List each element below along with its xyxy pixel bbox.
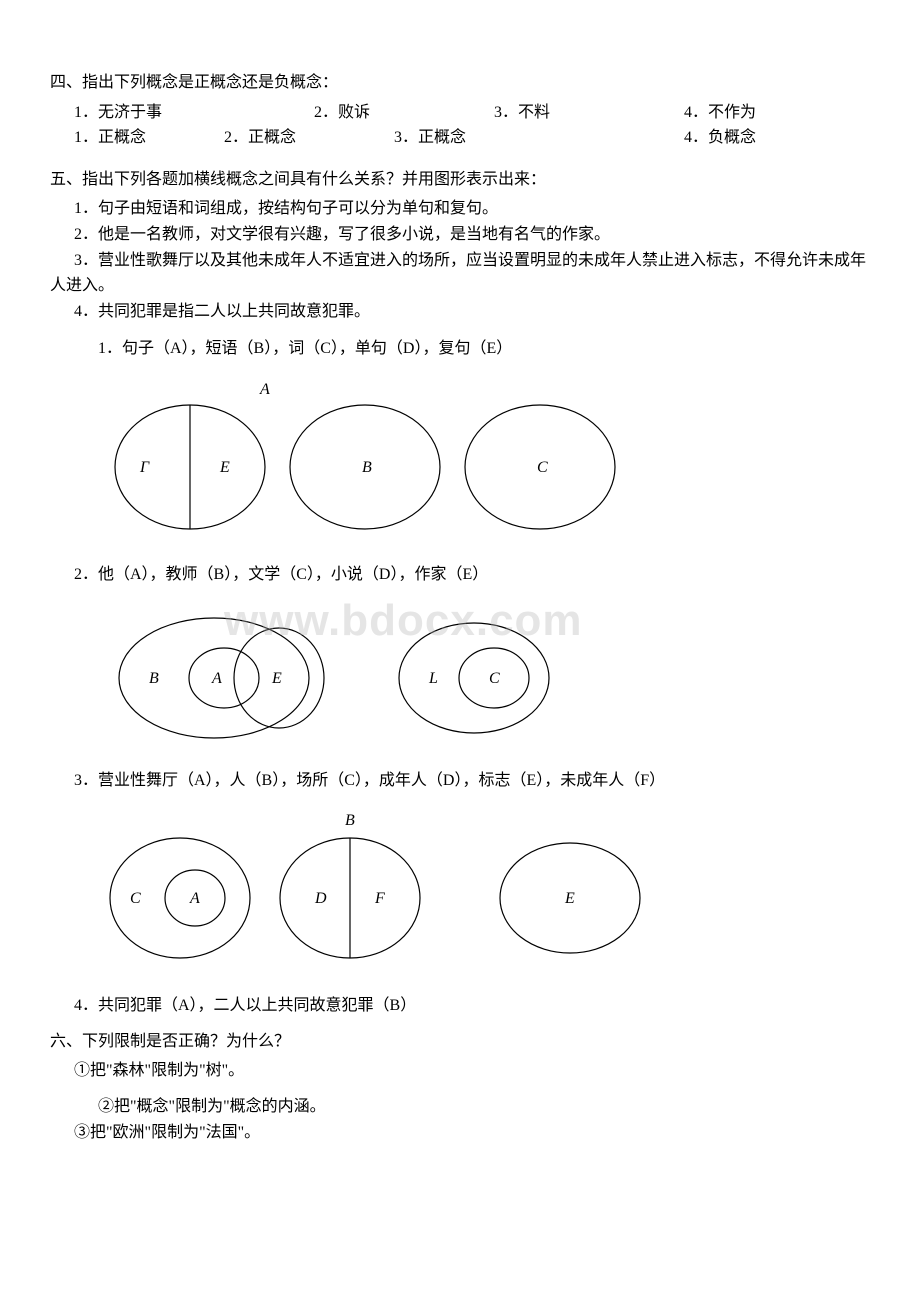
q5-sub-3-text: 3．营业性歌舞厅以及其他未成年人不适宜进入的场所，应当设置明显的未成年人禁止进入…	[50, 252, 866, 295]
q4-ans-3: 3．正概念	[394, 125, 684, 151]
svg-text:A: A	[211, 670, 222, 687]
svg-text:C: C	[489, 670, 500, 687]
q6-item-1: ①把"森林"限制为"树"。	[50, 1058, 870, 1084]
q6-item-3: ③把"欧洲"限制为"法国"。	[50, 1120, 870, 1146]
q6-title: 六、下列限制是否正确？为什么？	[50, 1029, 870, 1055]
q4-ans-4: 4．负概念	[684, 125, 756, 151]
svg-text:C: C	[130, 890, 141, 907]
q5-a1-label: 1．句子（A），短语（B），词（C），单句（D），复句（E）	[50, 336, 870, 362]
svg-text:B: B	[362, 459, 372, 476]
q5-a2-block: 2．他（A），教师（B），文学（C），小说（D），作家（E） www.bdocx…	[50, 562, 870, 748]
q5-sub-4: 4．共同犯罪是指二人以上共同故意犯罪。	[50, 299, 870, 325]
q5-sub-3: 3．营业性歌舞厅以及其他未成年人不适宜进入的场所，应当设置明显的未成年人禁止进入…	[50, 248, 870, 299]
svg-text:Γ: Γ	[139, 459, 150, 476]
q6-item-2: ②把"概念"限制为"概念的内涵。	[50, 1094, 870, 1120]
venn-diagram-1: A Γ E B C	[90, 372, 650, 542]
svg-text:B: B	[149, 670, 159, 687]
section-4: 四、指出下列概念是正概念还是负概念： 1．无济于事 2．败诉 3．不料 4．不作…	[50, 70, 870, 151]
q4-item-3: 3．不料	[494, 100, 684, 126]
svg-text:F: F	[374, 890, 385, 907]
svg-text:A: A	[259, 381, 270, 398]
venn-diagram-2: BAELC	[94, 598, 614, 748]
q4-ans-2: 2．正概念	[224, 125, 394, 151]
svg-text:E: E	[219, 459, 230, 476]
q5-a2-label: 2．他（A），教师（B），文学（C），小说（D），作家（E）	[74, 562, 870, 588]
q4-title: 四、指出下列概念是正概念还是负概念：	[50, 70, 870, 96]
q5-a3-diagram: B C A D F E	[90, 803, 870, 973]
q5-a4-label: 4．共同犯罪（A），二人以上共同故意犯罪（B）	[50, 993, 870, 1019]
q5-a1-diagram: A Γ E B C	[90, 372, 870, 542]
q4-item-4: 4．不作为	[684, 100, 756, 126]
svg-text:D: D	[314, 890, 327, 907]
q4-item-2: 2．败诉	[314, 100, 494, 126]
q5-a3-label: 3．营业性舞厅（A），人（B），场所（C），成年人（D），标志（E），未成年人（…	[50, 768, 870, 794]
venn-diagram-3: B C A D F E	[90, 803, 690, 973]
q5-title: 五、指出下列各题加横线概念之间具有什么关系？并用图形表示出来：	[50, 167, 870, 193]
q4-item-1: 1．无济于事	[74, 100, 314, 126]
svg-text:C: C	[537, 459, 548, 476]
svg-text:A: A	[189, 890, 200, 907]
q4-answers: 1．正概念 2．正概念 3．正概念 4．负概念	[50, 125, 870, 151]
section-5: 五、指出下列各题加横线概念之间具有什么关系？并用图形表示出来： 1．句子由短语和…	[50, 167, 870, 1019]
section-6: 六、下列限制是否正确？为什么？ ①把"森林"限制为"树"。 ②把"概念"限制为"…	[50, 1029, 870, 1145]
svg-text:L: L	[428, 670, 438, 687]
q5-sub-1: 1．句子由短语和词组成，按结构句子可以分为单句和复句。	[50, 196, 870, 222]
svg-text:B: B	[345, 812, 355, 829]
svg-text:E: E	[564, 890, 575, 907]
q4-ans-1: 1．正概念	[74, 125, 224, 151]
svg-text:E: E	[271, 670, 282, 687]
q4-items: 1．无济于事 2．败诉 3．不料 4．不作为	[50, 100, 870, 126]
q5-a2-diagram-wrap: www.bdocx.com BAELC	[94, 598, 870, 748]
q5-sub-2: 2．他是一名教师，对文学很有兴趣，写了很多小说，是当地有名气的作家。	[50, 222, 870, 248]
